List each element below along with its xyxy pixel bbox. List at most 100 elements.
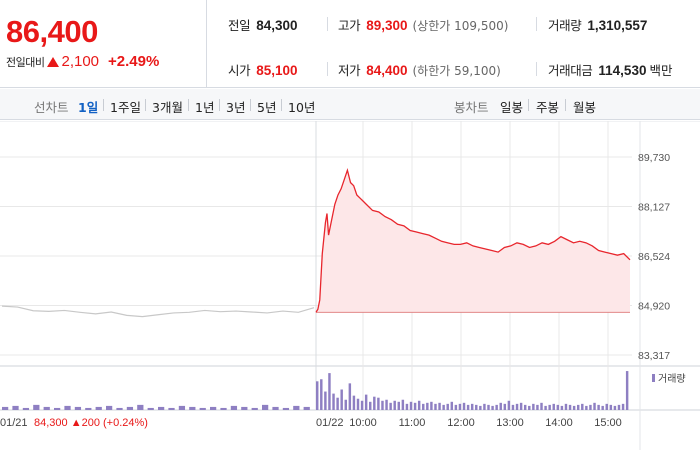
- volume-bar-prev: [272, 406, 279, 410]
- today-price-line: [315, 167, 631, 313]
- volume-bar: [381, 400, 384, 410]
- volume-bar: [364, 394, 368, 410]
- stat-open: 시가 85,100: [228, 60, 298, 79]
- volume-bar-prev: [199, 407, 206, 410]
- volume-bar-prev: [137, 404, 144, 410]
- volume-bar: [503, 403, 507, 410]
- volume-bar: [523, 404, 527, 410]
- chart-period-tabs: 선차트 1일 1주일 3개월 1년 3년 5년 10년 봉차트 일봉 주봉 월봉: [0, 89, 700, 120]
- volume-bar-prev: [168, 407, 175, 410]
- volume-bar-prev: [64, 405, 71, 410]
- volume-bar: [532, 403, 535, 410]
- volume-bar: [609, 404, 613, 410]
- volume-bar: [438, 402, 441, 410]
- volume-bar: [572, 405, 576, 410]
- volume-legend: 거래량: [652, 373, 686, 385]
- volume-bar-prev: [220, 407, 227, 410]
- change-percent: +2.49%: [108, 53, 160, 70]
- volume-bar: [576, 404, 580, 410]
- stat-unit: 백만: [649, 63, 673, 78]
- volume-bar: [320, 379, 323, 410]
- stat-prev-close: 전일 84,300: [228, 15, 298, 34]
- volume-bar: [316, 381, 319, 410]
- divider: [565, 99, 566, 111]
- y-tick-label: 84,920: [638, 301, 670, 313]
- stat-low: 저가 84,400 (하한가 59,100): [338, 60, 501, 79]
- y-tick-label: 89,730: [638, 152, 670, 164]
- volume-bar: [409, 401, 413, 410]
- volume-bar: [369, 401, 372, 410]
- x-tick-label: 10:00: [349, 417, 377, 429]
- tab-1-year[interactable]: 1년: [195, 100, 215, 115]
- change-label: 전일대비: [6, 55, 45, 69]
- volume-bar-prev: [251, 407, 258, 410]
- volume-bar-prev: [241, 406, 248, 410]
- tab-weekly-candle[interactable]: 주봉: [536, 100, 560, 115]
- today-price-area: [316, 170, 630, 313]
- up-arrow-icon: [47, 56, 60, 67]
- divider: [188, 99, 189, 111]
- volume-bar: [568, 404, 572, 410]
- price-chart[interactable]: 89,730 88,127 86,524 84,920 83,317 01/22 10:0…: [0, 120, 700, 450]
- volume-bar: [344, 399, 347, 410]
- tab-10-years[interactable]: 10년: [288, 100, 316, 115]
- tab-3-months[interactable]: 3개월: [152, 100, 183, 115]
- volume-bar-prev: [22, 407, 30, 410]
- volume-bar: [417, 400, 421, 410]
- stat-value: 1,310,557: [587, 18, 648, 33]
- volume-bar-prev: [282, 407, 290, 410]
- divider: [536, 17, 537, 31]
- volume-legend-swatch: [652, 374, 655, 382]
- tab-daily-candle[interactable]: 일봉: [500, 100, 524, 115]
- volume-bar-prev: [210, 406, 217, 410]
- volume-bar: [348, 383, 352, 410]
- volume-bar-prev: [116, 407, 123, 410]
- stat-label: 전일: [228, 18, 251, 33]
- volume-bar: [621, 403, 625, 410]
- volume-bar-prev: [303, 406, 310, 410]
- volume-bar-prev: [147, 407, 154, 410]
- volume-bar: [430, 401, 433, 410]
- current-price: 86,400: [6, 14, 98, 49]
- volume-bar: [340, 389, 343, 410]
- stat-label: 저가: [338, 63, 361, 78]
- stat-amount: 거래대금 114,530 백만: [548, 60, 672, 79]
- y-tick-label: 86,524: [638, 251, 670, 263]
- volume-bar: [495, 404, 498, 410]
- stat-label: 시가: [228, 63, 251, 78]
- stat-volume: 거래량 1,310,557: [548, 15, 647, 34]
- stat-label: 거래대금: [548, 63, 593, 78]
- volume-bar: [528, 405, 531, 410]
- price-change-row: 전일대비 2,100 +2.49%: [6, 53, 159, 70]
- previous-day-line: [1, 305, 315, 318]
- volume-bar: [597, 404, 600, 410]
- tab-3-years[interactable]: 3년: [226, 100, 246, 115]
- stat-label: 거래량: [548, 18, 582, 33]
- volume-bar: [515, 403, 519, 410]
- tab-1-day[interactable]: 1일: [78, 100, 99, 115]
- volume-bar: [548, 404, 551, 410]
- price-chart-svg: 89,730 88,127 86,524 84,920 83,317 01/22 10:0…: [0, 120, 700, 450]
- volume-bar: [511, 404, 515, 410]
- line-chart-header: 선차트: [34, 100, 69, 115]
- price-box: 86,400 전일대비 2,100 +2.49%: [0, 0, 207, 88]
- volume-bar: [593, 402, 596, 410]
- volume-bar: [483, 403, 486, 410]
- divider: [327, 17, 328, 31]
- volume-bar: [336, 397, 339, 410]
- volume-bar: [466, 404, 470, 410]
- volume-bar-prev: [33, 404, 40, 410]
- tab-monthly-candle[interactable]: 월봉: [573, 100, 597, 115]
- volume-bar: [536, 404, 539, 410]
- volume-bar-prev: [158, 406, 165, 410]
- stock-summary: 86,400 전일대비 2,100 +2.49% 전일 84,300 고가 89…: [0, 0, 700, 88]
- tab-1-week[interactable]: 1주일: [110, 100, 141, 115]
- x-tick-label: 01/22: [316, 417, 344, 429]
- tab-5-years[interactable]: 5년: [257, 100, 277, 115]
- stat-value: 89,300: [366, 18, 408, 33]
- volume-bar-prev: [54, 407, 61, 410]
- volume-bar-prev: [293, 405, 300, 410]
- volume-bar: [470, 403, 474, 410]
- volume-bar: [389, 402, 392, 410]
- x-tick-label: 13:00: [496, 417, 524, 429]
